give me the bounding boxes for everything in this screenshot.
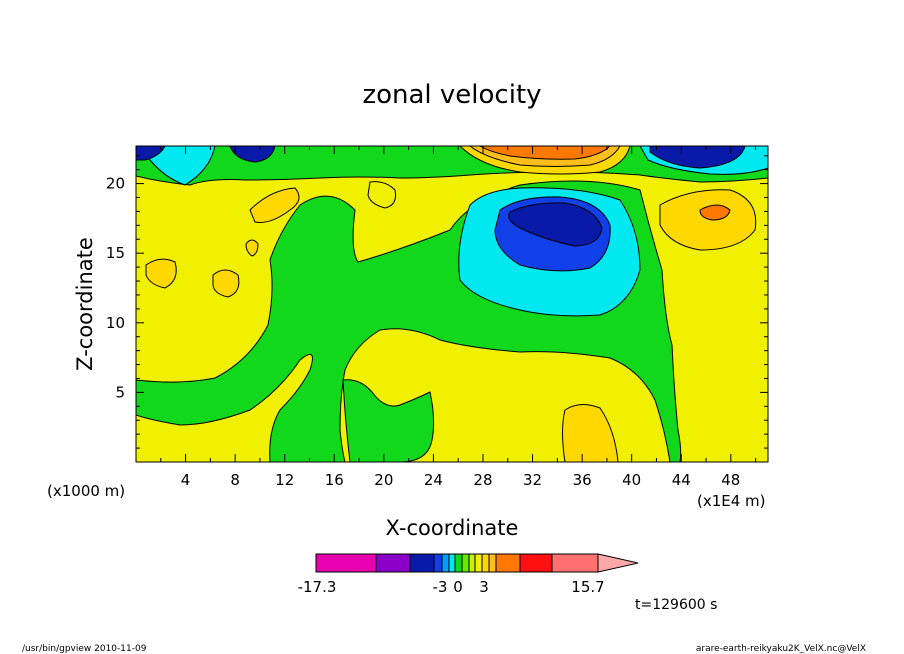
chart-title: zonal velocity xyxy=(362,80,541,110)
x-axis-label: X-coordinate xyxy=(386,516,519,540)
footer-left: /usr/bin/gpview 2010-11-09 xyxy=(22,644,147,654)
colorbar xyxy=(315,553,639,573)
region-orange-top xyxy=(479,146,611,160)
colorbar-bin xyxy=(488,553,497,573)
y-axis: 5 10 15 20 xyxy=(106,155,768,449)
x-unit-right: (x1E4 m) xyxy=(697,492,766,510)
colorbar-bin xyxy=(315,553,377,573)
colorbar-extend-arrow xyxy=(597,553,639,573)
x-unit-left: (x1000 m) xyxy=(47,482,125,500)
x-axis: 4 8 12 16 20 24 28 32 36 40 44 48 xyxy=(160,146,757,489)
region-gold-patch xyxy=(212,269,240,298)
colorbar-bin xyxy=(551,553,599,573)
region-darkblue-top-right xyxy=(649,146,746,169)
y-tick-label: 10 xyxy=(106,314,125,332)
x-tick-label: 8 xyxy=(230,471,240,489)
colorbar-label: -17.3 xyxy=(298,578,337,596)
colorbar-label: 15.7 xyxy=(571,578,604,596)
region-gold-left xyxy=(145,258,177,289)
colorbar-bin xyxy=(409,553,435,573)
colorbar-bin xyxy=(433,553,443,573)
x-tick-label: 40 xyxy=(622,471,641,489)
region-gold-bottom xyxy=(562,404,619,462)
region-yellow-islet xyxy=(367,181,396,209)
colorbar-bin xyxy=(481,553,490,573)
colorbar-bin xyxy=(495,553,521,573)
colorbar-bin xyxy=(454,553,463,573)
colorbar-bin xyxy=(468,553,476,573)
colorbar-label: -3 xyxy=(433,578,448,596)
contour-field xyxy=(136,146,768,462)
footer-right: arare-earth-reikyaku2K_VelX.nc@VelX xyxy=(696,644,866,654)
colorbar-labels: -17.3 -3 0 3 15.7 xyxy=(298,578,605,596)
colorbar-bin xyxy=(448,553,456,573)
plot-frame xyxy=(135,145,769,463)
x-tick-label: 48 xyxy=(721,471,740,489)
x-tick-label: 32 xyxy=(523,471,542,489)
y-tick-label: 20 xyxy=(106,175,125,193)
x-tick-label: 20 xyxy=(374,471,393,489)
x-tick-label: 4 xyxy=(181,471,191,489)
x-tick-label: 16 xyxy=(325,471,344,489)
region-darkblue-core xyxy=(508,202,603,247)
colorbar-bin xyxy=(375,553,411,573)
x-tick-label: 24 xyxy=(424,471,443,489)
time-label: t=129600 s xyxy=(635,597,717,613)
colorbar-label: 3 xyxy=(479,578,489,596)
colorbar-bin xyxy=(474,553,483,573)
colorbar-bin xyxy=(441,553,450,573)
region-gold-upper-left xyxy=(249,187,300,223)
colorbar-bin xyxy=(519,553,553,573)
region-gold-dot xyxy=(245,239,259,257)
x-tick-label: 28 xyxy=(473,471,492,489)
colorbar-bin xyxy=(461,553,470,573)
region-orange-right xyxy=(699,204,731,221)
y-axis-label: Z-coordinate xyxy=(73,237,97,371)
x-tick-label: 36 xyxy=(573,471,592,489)
region-gold-right xyxy=(659,189,757,251)
colorbar-label: 0 xyxy=(453,578,463,596)
region-green-lower xyxy=(342,379,435,462)
y-tick-label: 15 xyxy=(106,244,125,262)
x-tick-label: 12 xyxy=(275,471,294,489)
x-tick-label: 44 xyxy=(672,471,691,489)
y-tick-label: 5 xyxy=(115,383,125,401)
